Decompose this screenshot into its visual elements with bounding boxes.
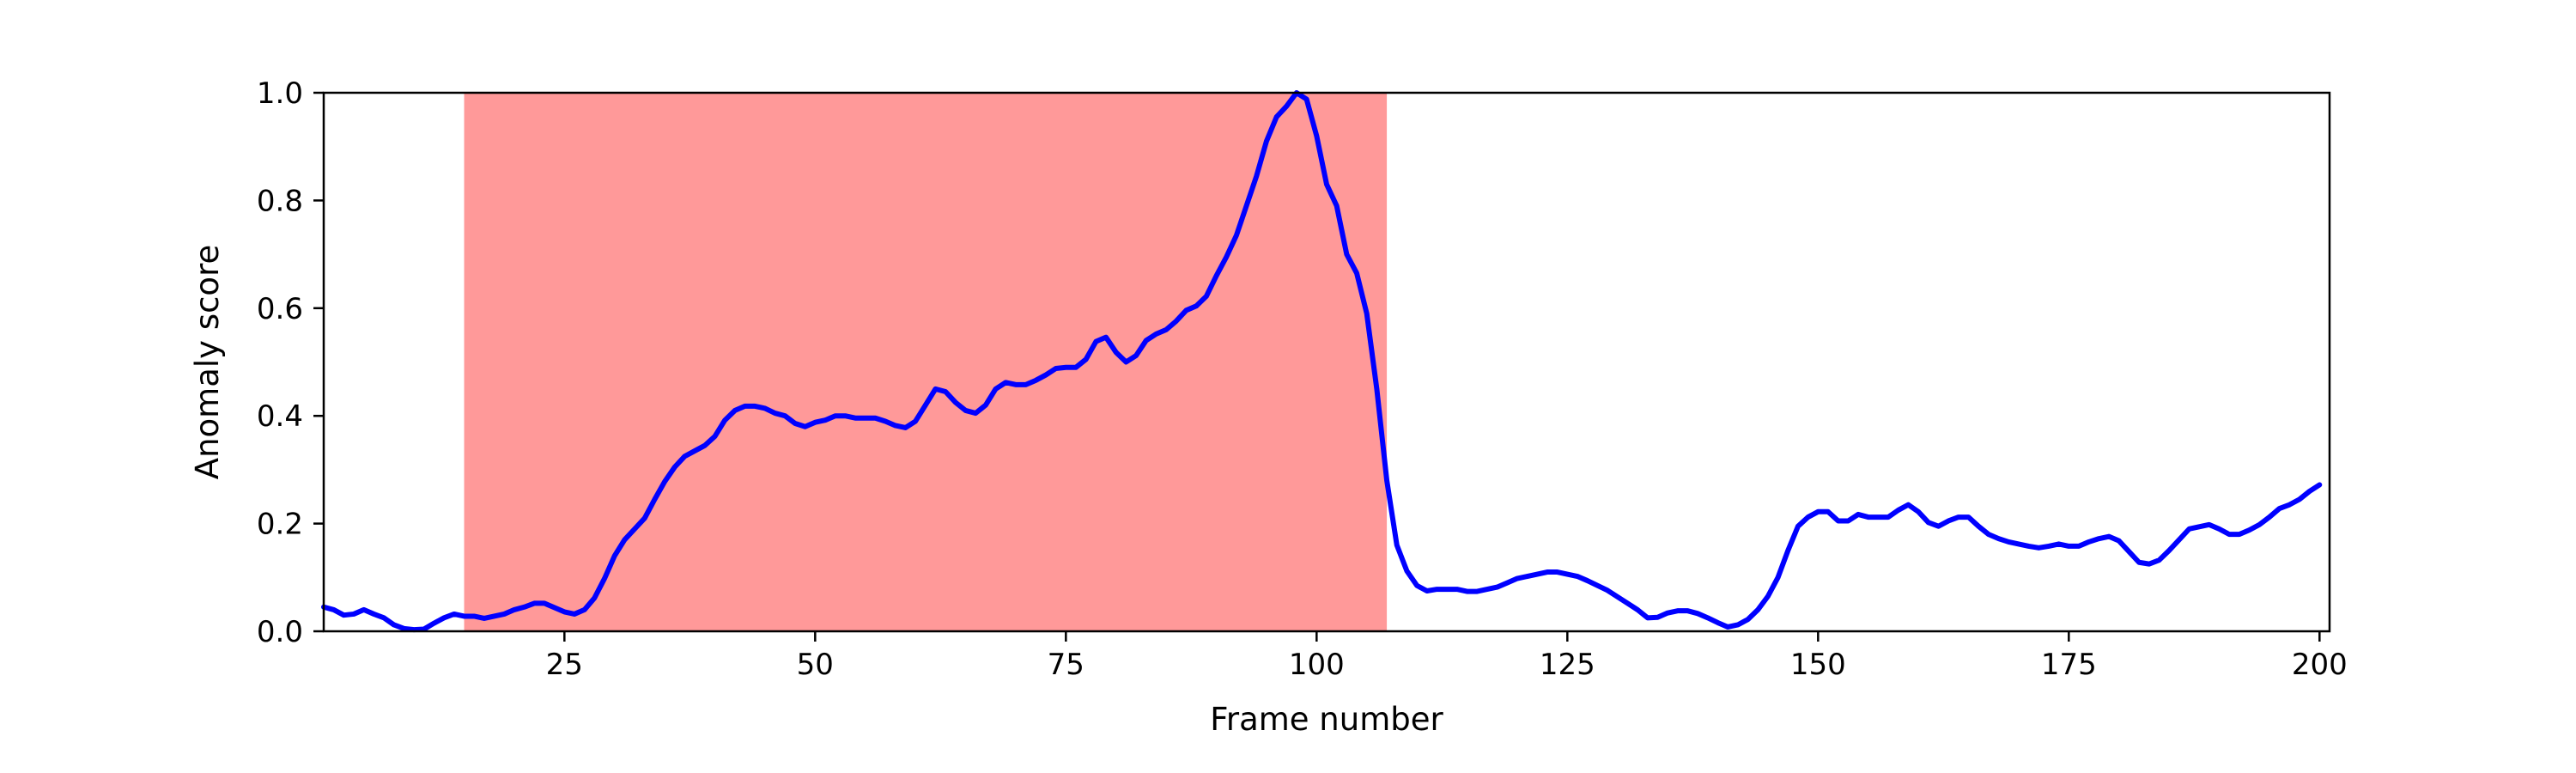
- x-tick-label: 100: [1289, 648, 1345, 682]
- x-tick-label: 200: [2292, 648, 2348, 682]
- y-tick-label: 0.2: [257, 508, 303, 542]
- axes-frame: [322, 91, 2331, 633]
- y-tick-label: 1.0: [257, 76, 303, 111]
- y-tick-label: 0.0: [257, 615, 303, 649]
- y-axis-label: Anomaly score: [189, 245, 226, 479]
- x-tick-label: 125: [1540, 648, 1595, 682]
- y-tick-label: 0.4: [257, 399, 303, 434]
- plot-area: [321, 90, 2331, 633]
- x-tick-label: 50: [797, 648, 834, 682]
- x-tick-label: 75: [1048, 648, 1084, 682]
- axis-ticks: 25 50 75 100 125 150 175 200 0.0 0.2 0.4 0.6 0.8 1.0: [257, 76, 2348, 682]
- x-tick-label: 150: [1790, 648, 1846, 682]
- series-line-0: [321, 90, 2323, 633]
- x-axis-label: Frame number: [1210, 701, 1443, 738]
- y-tick-label: 0.6: [257, 292, 303, 326]
- anomaly-highlight-region: [464, 93, 1388, 631]
- x-tick-label: 25: [546, 648, 583, 682]
- y-tick-label: 0.8: [257, 184, 303, 218]
- x-tick-label: 175: [2041, 648, 2097, 682]
